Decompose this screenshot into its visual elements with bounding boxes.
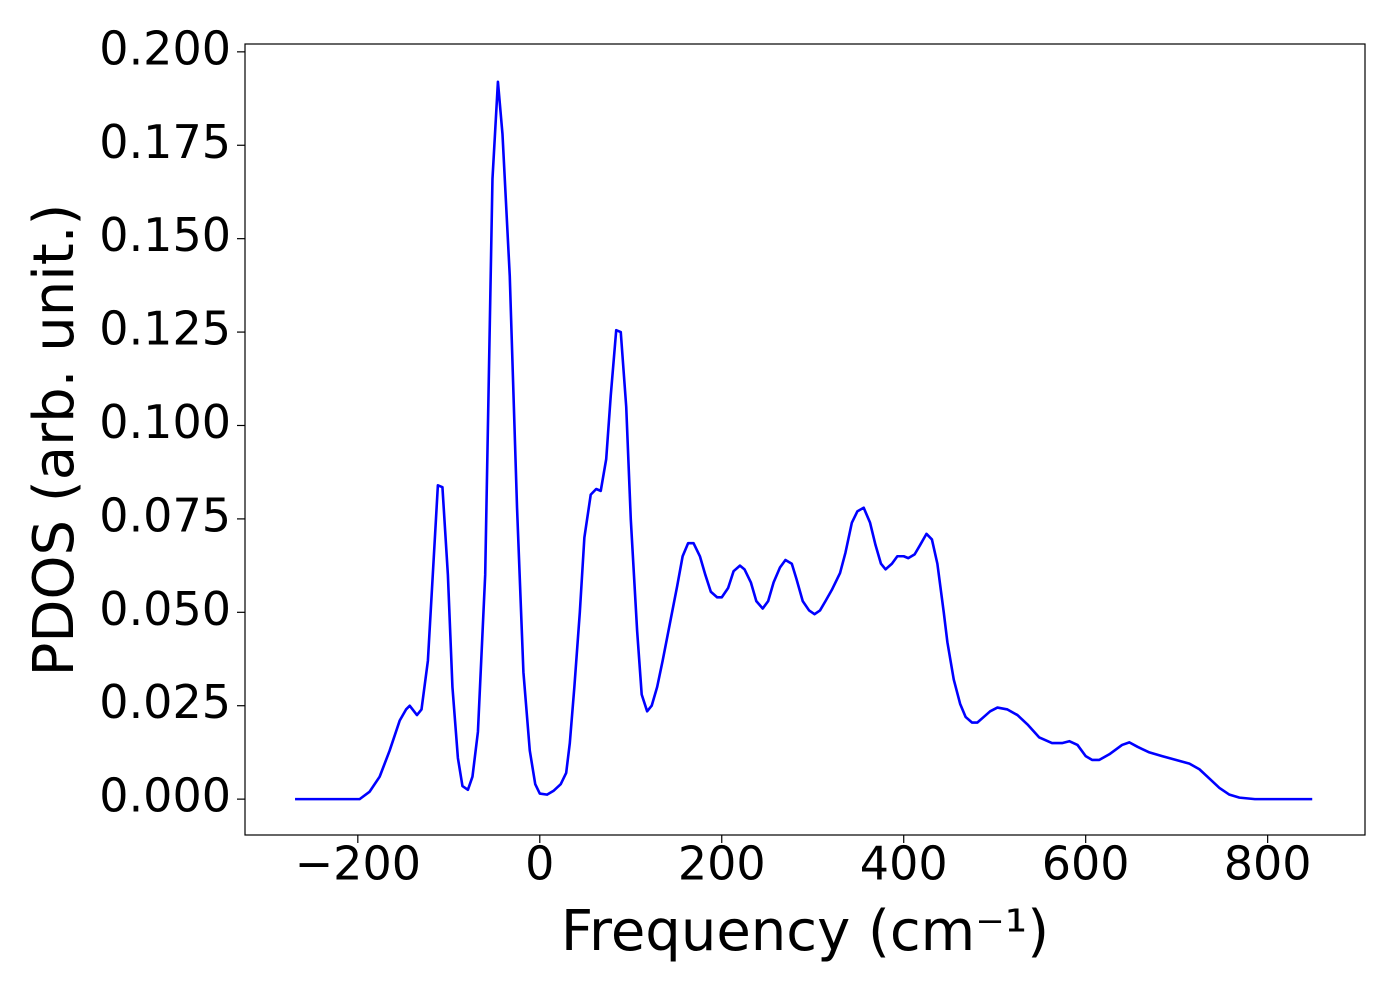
- x-tick-label: 0: [525, 837, 554, 891]
- y-tick-label: 0.200: [99, 21, 231, 75]
- y-axis-label: PDOS (arb. unit.): [22, 204, 87, 677]
- x-tick-label: 200: [678, 837, 766, 891]
- x-axis-label: Frequency (cm⁻¹): [561, 899, 1049, 964]
- x-tick-label: 600: [1042, 837, 1130, 891]
- y-tick-label: 0.000: [99, 769, 231, 823]
- x-tick-label: −200: [295, 837, 421, 891]
- x-tick-label: 400: [860, 837, 948, 891]
- y-tick-label: 0.175: [99, 115, 231, 169]
- y-tick-label: 0.025: [99, 675, 231, 729]
- y-tick-label: 0.100: [99, 395, 231, 449]
- y-tick-label: 0.050: [99, 582, 231, 636]
- y-tick-label: 0.125: [99, 302, 231, 356]
- x-tick-label: 800: [1224, 837, 1312, 891]
- plot-frame: [244, 43, 1366, 836]
- y-tick-label: 0.150: [99, 208, 231, 262]
- data-line: [295, 80, 1313, 801]
- y-tick-label: 0.075: [99, 488, 231, 542]
